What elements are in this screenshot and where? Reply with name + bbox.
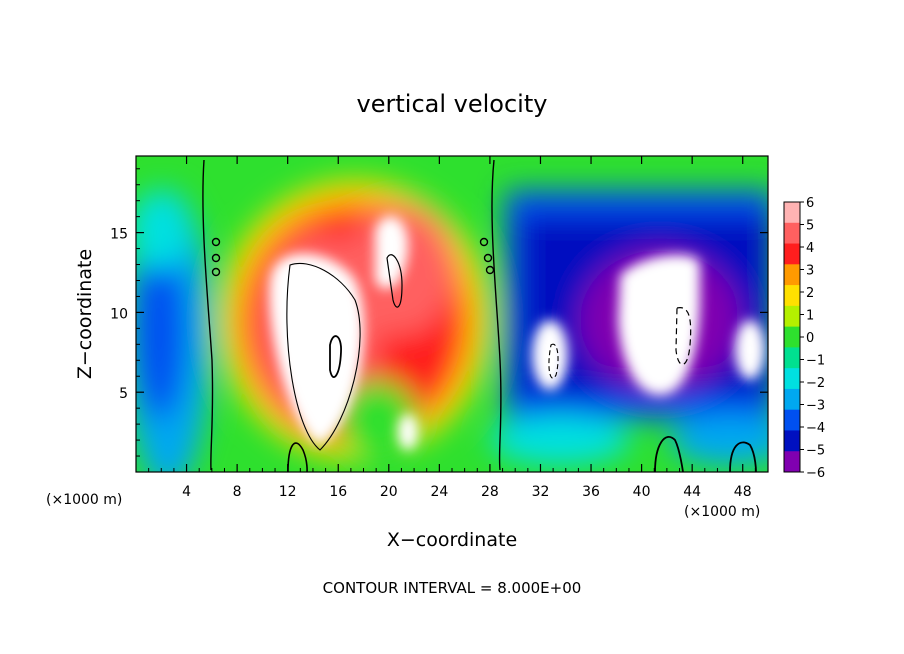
colorbar-label: 6 bbox=[806, 196, 814, 211]
colorbar-swatch bbox=[784, 222, 800, 245]
x-tick-label: 28 bbox=[481, 484, 499, 500]
x-tick-label: 8 bbox=[233, 484, 242, 500]
x-axis-label: X−coordinate bbox=[387, 529, 517, 551]
y-tick-label: 15 bbox=[110, 227, 128, 243]
colorbar-label: −6 bbox=[806, 466, 825, 481]
y-axis: 5 10 15 bbox=[110, 168, 768, 457]
contour-interval-note: CONTOUR INTERVAL = 8.000E+00 bbox=[323, 579, 582, 597]
x-tick-label: 48 bbox=[734, 484, 752, 500]
colorbar-label: −3 bbox=[806, 399, 825, 414]
colorbar-swatch bbox=[784, 430, 800, 452]
chart-title: vertical velocity bbox=[357, 90, 548, 118]
x-axis: 4 8 12 16 20 24 28 32 36 40 44 48 bbox=[148, 156, 756, 500]
colorbar-label: 3 bbox=[806, 264, 814, 279]
colorbar-swatch bbox=[784, 202, 800, 224]
colorbar-label: 0 bbox=[806, 331, 814, 346]
x-tick-label: 12 bbox=[279, 484, 297, 500]
colorbar-swatch bbox=[784, 243, 800, 265]
colorbar-label: 1 bbox=[806, 309, 814, 324]
colorbar-swatch bbox=[784, 285, 800, 307]
colorbar-swatch bbox=[784, 388, 800, 411]
x-tick-label: 36 bbox=[582, 484, 600, 500]
x-tick-label: 32 bbox=[532, 484, 550, 500]
x-tick-label: 40 bbox=[633, 484, 651, 500]
colorbar-swatch bbox=[784, 305, 800, 328]
colorbar-swatch bbox=[784, 264, 800, 286]
colorbar-label: −4 bbox=[806, 421, 825, 436]
colorbar-label: 5 bbox=[806, 219, 814, 234]
y-tick-label: 10 bbox=[110, 306, 128, 322]
colorbar-label: −1 bbox=[806, 354, 825, 369]
x-tick-label: 44 bbox=[683, 484, 701, 500]
colorbar-swatch bbox=[784, 368, 800, 390]
y-tick-label: 5 bbox=[119, 386, 128, 402]
colorbar-swatch bbox=[784, 409, 800, 431]
colorbar-swatch bbox=[784, 347, 800, 369]
x-tick-label: 20 bbox=[380, 484, 398, 500]
colorbar-label: −2 bbox=[806, 376, 825, 391]
x-axis-unit-left: (×1000 m) bbox=[46, 492, 122, 508]
colorbar-label: 2 bbox=[806, 286, 814, 301]
plot-area bbox=[136, 156, 768, 472]
colorbar-label: −5 bbox=[806, 444, 825, 459]
saturated-cores bbox=[269, 216, 765, 450]
colorbar: 6 5 4 3 2 1 0 −1 −2 −3 −4 −5 −6 bbox=[783, 196, 825, 481]
colorbar-swatch bbox=[784, 326, 800, 348]
x-tick-label: 4 bbox=[182, 484, 191, 500]
x-tick-label: 24 bbox=[430, 484, 448, 500]
colorbar-label: 4 bbox=[806, 241, 814, 256]
x-axis-unit-right: (×1000 m) bbox=[684, 504, 760, 520]
y-axis-label: Z−coordinate bbox=[74, 249, 96, 379]
x-tick-label: 16 bbox=[329, 484, 347, 500]
colorbar-swatch bbox=[784, 451, 800, 473]
